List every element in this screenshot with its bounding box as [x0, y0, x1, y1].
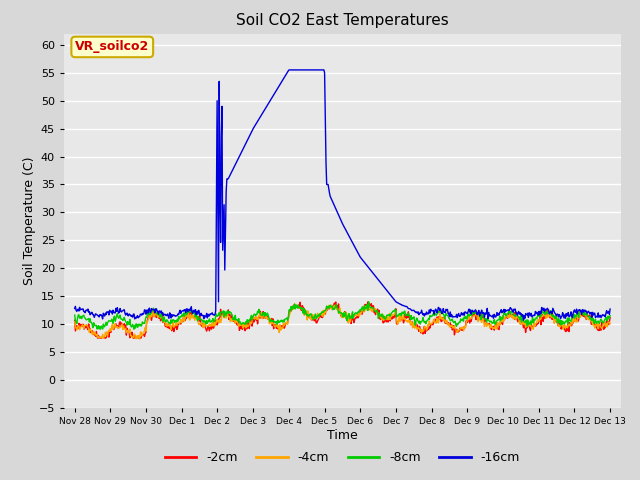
- Title: Soil CO2 East Temperatures: Soil CO2 East Temperatures: [236, 13, 449, 28]
- Y-axis label: Soil Temperature (C): Soil Temperature (C): [23, 156, 36, 285]
- Text: VR_soilco2: VR_soilco2: [75, 40, 149, 53]
- Legend: -2cm, -4cm, -8cm, -16cm: -2cm, -4cm, -8cm, -16cm: [160, 446, 525, 469]
- X-axis label: Time: Time: [327, 429, 358, 442]
